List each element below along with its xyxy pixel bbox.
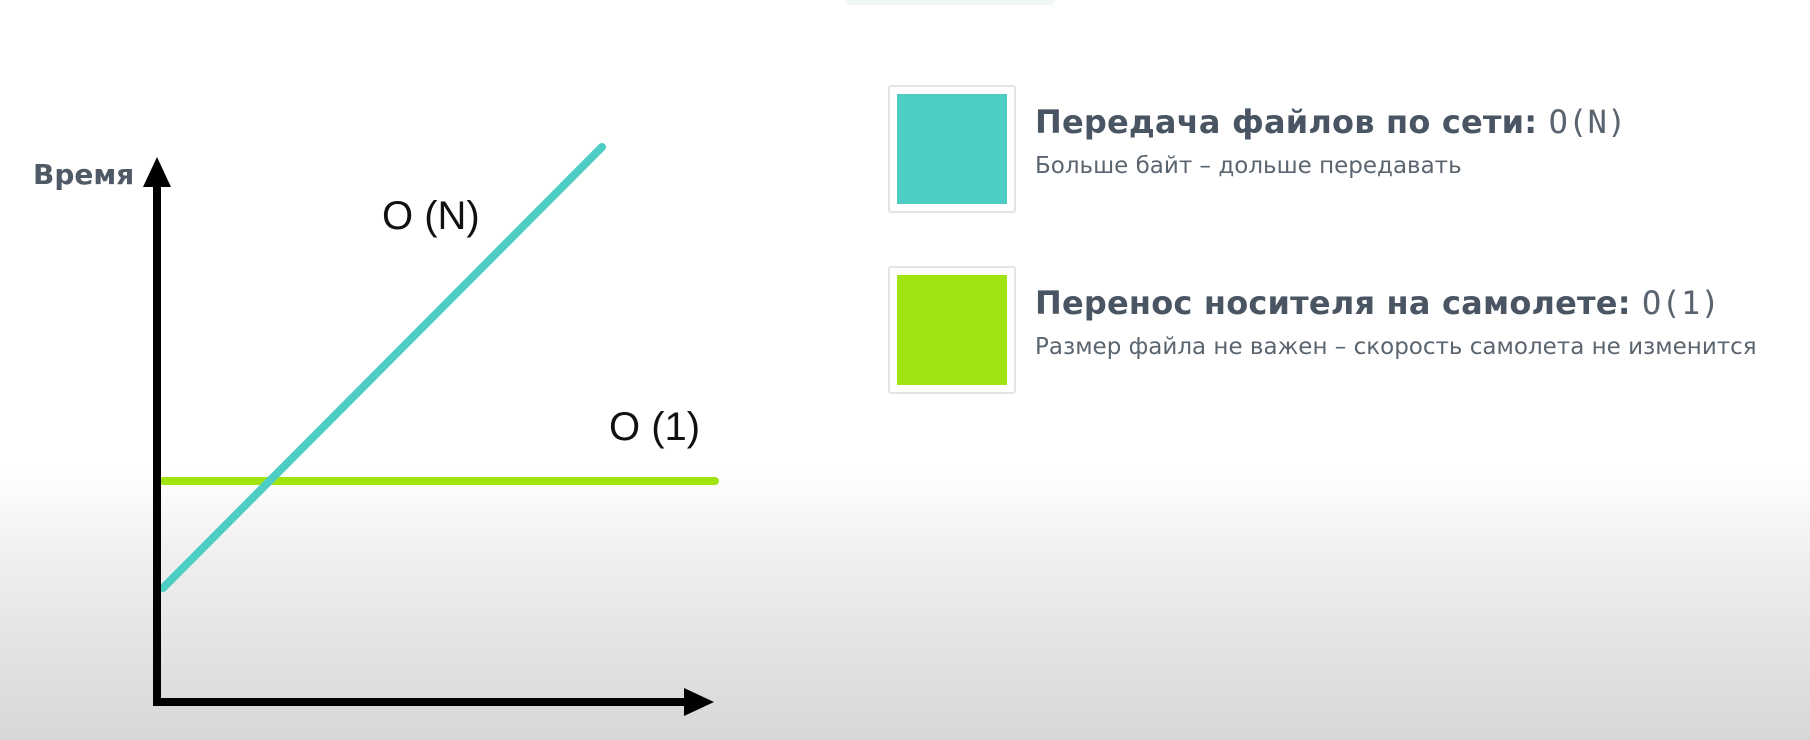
legend-title-row: Перенос носителя на самолете: O(1) xyxy=(1035,284,1757,322)
legend-title-row: Передача файлов по сети: O(N) xyxy=(1035,103,1627,141)
y-axis-label: Время xyxy=(33,158,135,191)
linear-time-line xyxy=(159,143,606,592)
legend-swatch-frame xyxy=(888,85,1016,213)
legend-text: Передача файлов по сети: O(N) Больше бай… xyxy=(1035,103,1627,179)
top-bar-fragment xyxy=(845,0,1055,5)
legend-text: Перенос носителя на самолете: O(1) Разме… xyxy=(1035,284,1757,360)
linear-curve-label: O (N) xyxy=(382,194,480,238)
constant-curve-label: O (1) xyxy=(609,405,701,449)
legend-title: Перенос носителя на самолете: xyxy=(1035,284,1631,322)
legend-color-swatch xyxy=(897,275,1007,385)
legend-description: Больше байт – дольше передавать xyxy=(1035,153,1462,179)
x-axis-arrow xyxy=(684,688,714,716)
y-axis-arrow xyxy=(143,157,171,187)
legend-complexity: O(1) xyxy=(1642,284,1720,322)
legend-complexity: O(N) xyxy=(1548,103,1627,141)
complexity-graph xyxy=(143,143,719,716)
legend-title: Передача файлов по сети: xyxy=(1035,103,1538,141)
legend-swatch-frame xyxy=(888,266,1016,394)
legend-color-swatch xyxy=(897,94,1007,204)
legend-description: Размер файла не важен – скорость самолет… xyxy=(1035,334,1757,360)
